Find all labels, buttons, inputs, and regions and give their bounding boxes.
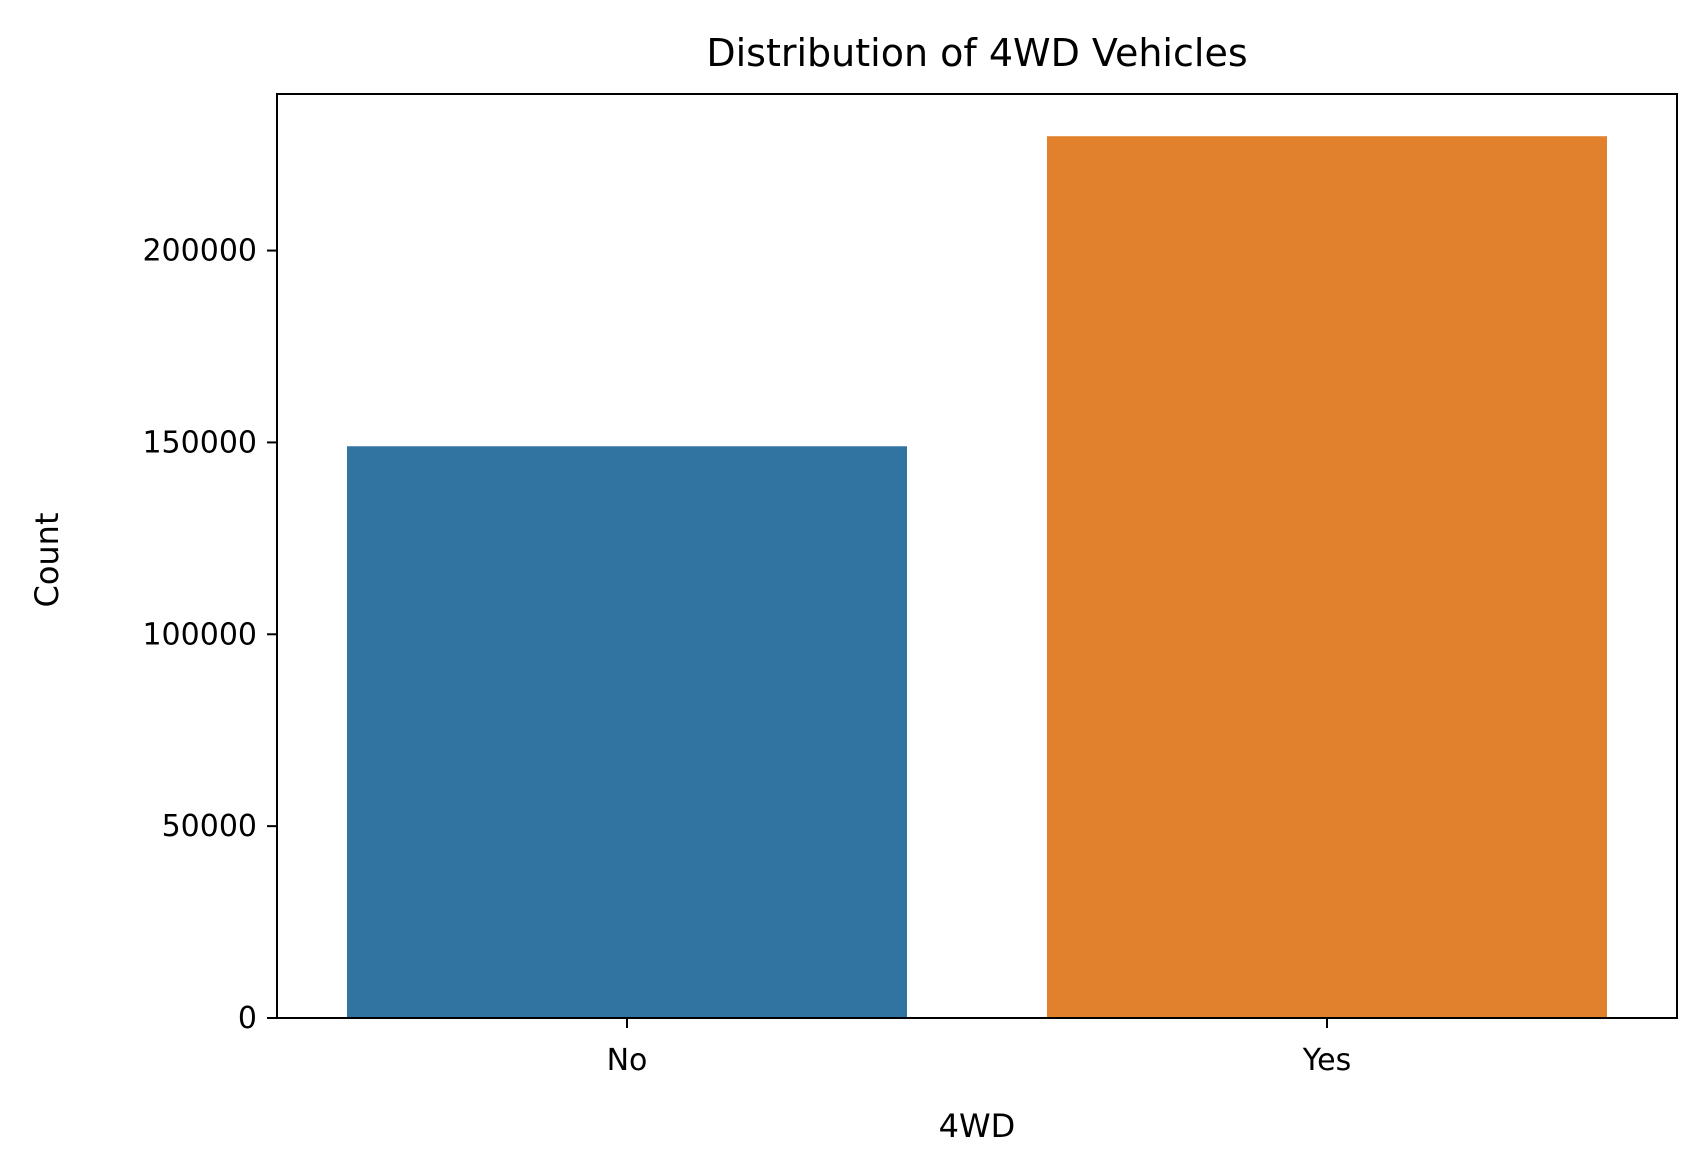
y-tick-label: 200000 (142, 234, 257, 269)
x-axis-label: 4WD (939, 1107, 1016, 1145)
y-tick-label: 0 (238, 1001, 257, 1036)
plot-frame (276, 93, 1678, 1019)
y-axis-ticks: 0 50000 100000 150000 200000 (142, 234, 277, 1036)
y-tick-label: 100000 (142, 617, 257, 652)
x-axis-ticks: No Yes (607, 1018, 1351, 1078)
x-tick-label: No (607, 1043, 648, 1078)
bar-no (347, 446, 907, 1018)
chart-title: Distribution of 4WD Vehicles (706, 31, 1247, 75)
y-tick-label: 150000 (142, 425, 257, 460)
y-axis-label: Count (28, 512, 66, 607)
bars (347, 136, 1607, 1018)
x-tick-label: Yes (1302, 1043, 1351, 1078)
bar-yes (1047, 136, 1607, 1018)
y-tick-label: 50000 (162, 809, 257, 844)
